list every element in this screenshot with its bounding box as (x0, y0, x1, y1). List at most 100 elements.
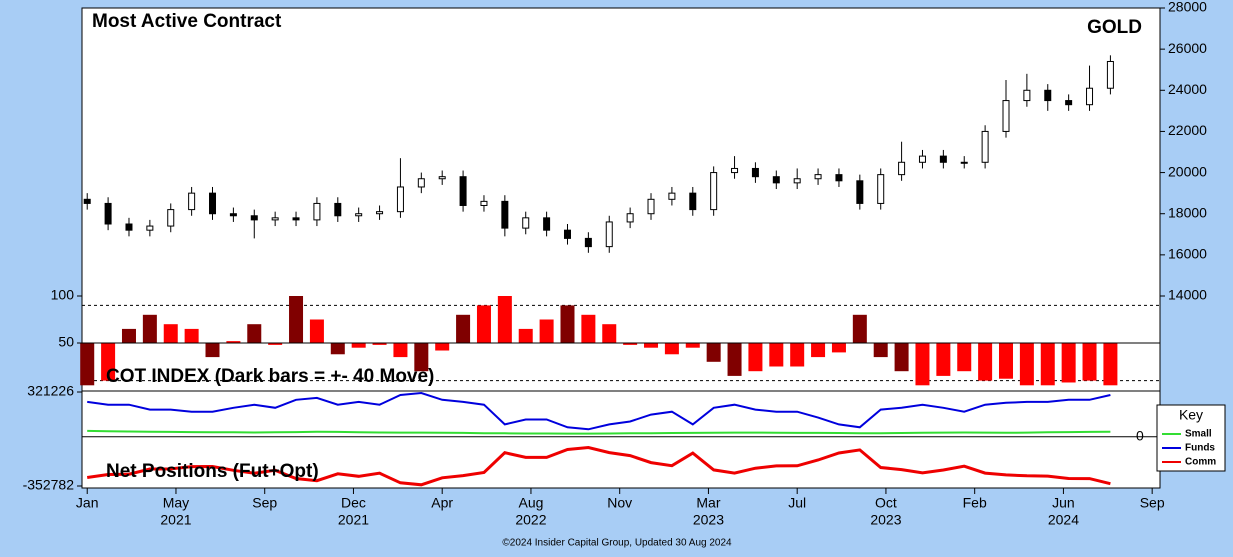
candle-body (292, 217, 300, 221)
cot-bar (790, 343, 805, 367)
cot-bar (372, 343, 387, 345)
x-tick-label: Feb (963, 495, 987, 511)
cot-bar (560, 305, 575, 343)
series-line (86, 445, 1111, 487)
candle-body (522, 217, 530, 229)
candle-body (501, 200, 509, 229)
candle-body (188, 192, 196, 211)
candle-body (751, 167, 759, 178)
cot-bar (831, 343, 846, 353)
cot-bar (664, 343, 679, 355)
candle-body (710, 172, 718, 211)
x-tick-label: May (163, 495, 189, 511)
cot-bar (456, 314, 471, 343)
candle-body (146, 225, 154, 231)
legend-label: Funds (1185, 443, 1215, 454)
candle-body (1044, 89, 1052, 102)
candle-body (1002, 100, 1010, 132)
cot-bar (748, 343, 763, 372)
cot-bar (226, 341, 241, 343)
y-tick-label: 14000 (1168, 287, 1207, 303)
cot-bar (101, 343, 116, 381)
legend-box (1156, 404, 1226, 472)
candle-body (438, 176, 446, 180)
candle-body (334, 202, 342, 217)
cot-bar (978, 343, 993, 381)
chart-title: Most Active Contract (92, 11, 282, 32)
cot-bar (727, 343, 742, 376)
candle-body (355, 213, 363, 217)
candle-body (563, 229, 571, 239)
candle-body (835, 174, 843, 182)
cot-bar (602, 324, 617, 343)
cot-bar (268, 343, 283, 345)
x-year-label: 2024 (1048, 512, 1079, 528)
candle-body (772, 176, 780, 184)
cot-bar (476, 305, 491, 343)
instrument-label: GOLD (1087, 17, 1142, 38)
cot-bar (644, 343, 659, 348)
cot-bar (1040, 343, 1055, 386)
x-year-label: 2023 (693, 512, 724, 528)
cot-bar (309, 319, 324, 343)
candle-body (376, 211, 384, 215)
y-tick-label: 321226 (27, 383, 74, 399)
cot-bar (623, 343, 638, 345)
candle-body (209, 192, 217, 215)
candle-body (981, 130, 989, 163)
cot-bar (873, 343, 888, 358)
cot-bar (999, 343, 1013, 379)
x-tick-label: Mar (696, 495, 720, 511)
candle-body (1023, 89, 1031, 102)
candle-body (918, 155, 926, 163)
x-tick-label: Apr (431, 495, 453, 511)
cot-bar (351, 343, 366, 348)
candle-body (250, 215, 258, 221)
legend-title: Key (1179, 407, 1203, 423)
y-tick-label: 20000 (1168, 163, 1207, 179)
candle-body (877, 174, 885, 204)
cot-bar (393, 343, 408, 358)
candle-body (313, 202, 321, 221)
candle-body (271, 217, 279, 221)
cot-bar (184, 328, 199, 343)
x-year-label: 2021 (338, 512, 369, 528)
candle-body (856, 180, 864, 204)
y-tick-label: 24000 (1168, 81, 1207, 97)
cot-bar (121, 328, 136, 343)
candle-body (793, 178, 801, 184)
candle-body (647, 198, 655, 215)
x-tick-label: Aug (518, 495, 543, 511)
panel-label: COT INDEX (Dark bars = +- 40 Move) (106, 366, 434, 387)
y-tick-label: 18000 (1168, 204, 1207, 220)
candle-body (960, 161, 968, 164)
candle-body (125, 223, 133, 231)
candle-body (731, 167, 739, 174)
candle-body (898, 161, 906, 176)
candle-body (229, 213, 237, 217)
cot-bar (142, 314, 157, 343)
cot-bar (435, 343, 450, 351)
x-tick-label: Jan (76, 495, 99, 511)
cot-bar (915, 343, 930, 386)
y-tick-label: 26000 (1168, 40, 1207, 56)
candle-body (584, 237, 592, 248)
cot-bar (957, 343, 972, 372)
x-tick-label: Sep (252, 495, 277, 511)
series-line (87, 429, 1111, 435)
panel-label: Net Positions (Fut+Opt) (106, 461, 319, 482)
cot-bar (1019, 343, 1034, 386)
cot-bar (936, 343, 951, 376)
x-year-label: 2023 (870, 512, 901, 528)
cot-bar (1061, 343, 1076, 383)
y-tick-label: -352782 (23, 477, 75, 493)
x-tick-label: Jul (788, 495, 806, 511)
legend-label: Comm (1185, 457, 1216, 468)
cot-bar (1082, 343, 1097, 381)
cot-bar (685, 343, 700, 348)
y-tick-label: 16000 (1168, 246, 1207, 262)
cot-bar (852, 314, 867, 343)
candle-body (814, 174, 822, 180)
candle-body (1065, 100, 1073, 106)
candle-body (396, 186, 404, 213)
